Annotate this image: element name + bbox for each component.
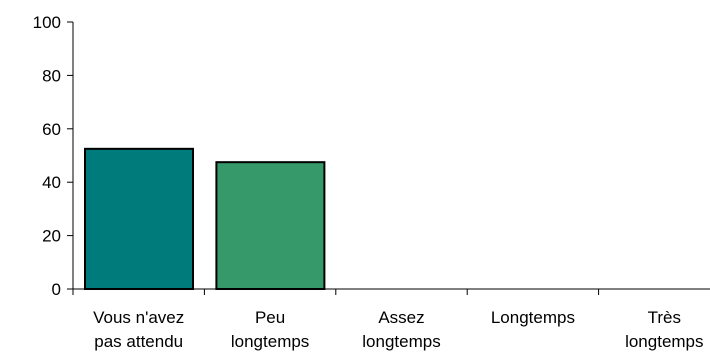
y-tick-label: 20: [42, 227, 61, 246]
x-category-label: pas attendu: [94, 332, 183, 351]
category-labels: Vous n'avez pas attendu Peu longtemps Assez l…: [93, 308, 703, 351]
x-category-label: Peu: [255, 308, 285, 327]
y-tick-label: 100: [33, 13, 61, 32]
bar: [84, 147, 194, 290]
bars: [84, 147, 326, 290]
x-category-label: Vous n'avez: [93, 308, 184, 327]
x-category-label: Assez: [378, 308, 424, 327]
y-axis: 0 20 40 60 80 100: [33, 13, 74, 299]
y-tick-label: 0: [52, 280, 61, 299]
x-category-label: Très: [648, 308, 681, 327]
x-category-label: longtemps: [362, 332, 440, 351]
y-tick-label: 40: [42, 173, 61, 192]
x-category-label: longtemps: [231, 332, 309, 351]
x-category-label: Longtemps: [491, 308, 575, 327]
y-tick-label: 80: [42, 66, 61, 85]
x-category-label: longtemps: [625, 332, 703, 351]
bar: [215, 161, 326, 290]
y-tick-label: 60: [42, 120, 61, 139]
